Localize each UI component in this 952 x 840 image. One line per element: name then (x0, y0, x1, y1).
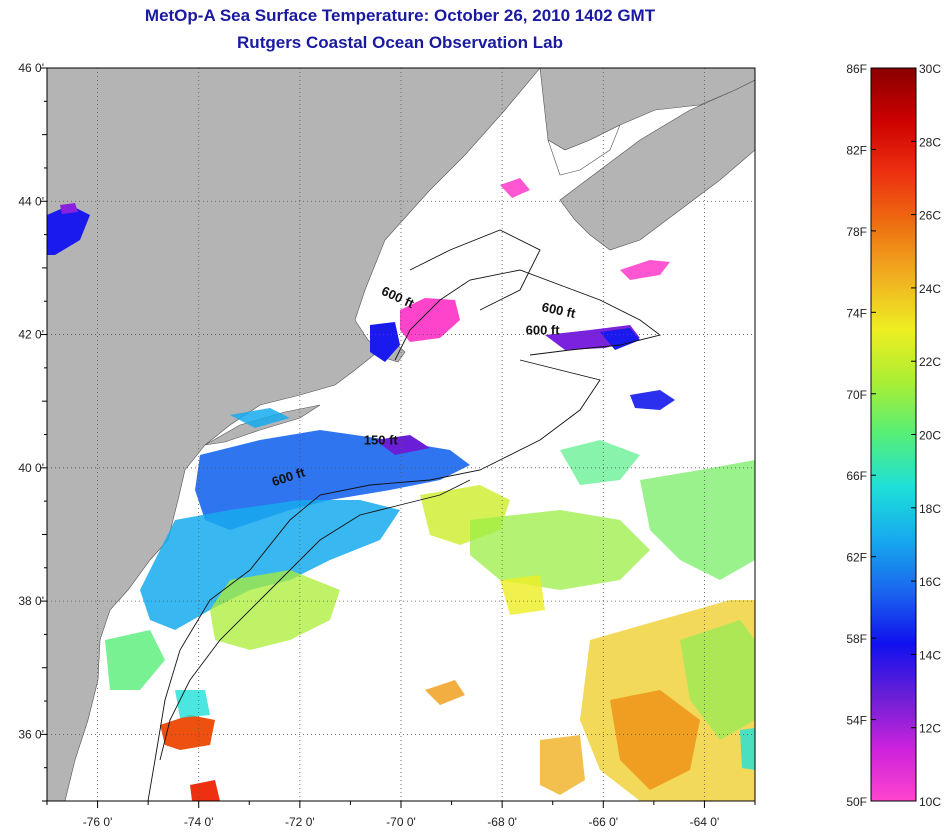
colorbar-label-fahrenheit: 54F (846, 714, 867, 728)
colorbar-label-celsius: 20C (919, 429, 941, 443)
colorbar-label-fahrenheit: 50F (846, 795, 867, 809)
colorbar-label-celsius: 24C (919, 282, 941, 296)
colorbar-label-celsius: 26C (919, 209, 941, 223)
y-axis-tick-label: 36 0' (18, 727, 44, 741)
land-nova-scotia (559, 79, 755, 251)
sst-patch-shelf-cyan (140, 500, 400, 630)
sst-patch-shelf-blue (195, 430, 470, 530)
colorbar-label-celsius: 12C (919, 722, 941, 736)
x-axis-tick-label: -72 0' (285, 815, 315, 829)
sst-patch-se-orange (610, 690, 700, 790)
sst-patch-east-blue (630, 390, 675, 410)
sst-data-layer (47, 178, 755, 801)
colorbar-label-celsius: 10C (919, 795, 941, 809)
land-bay-of-fundy-shore (547, 124, 621, 176)
sst-patch-offshore-4 (560, 440, 640, 485)
sst-patch-lake-purple (60, 203, 78, 214)
sst-patch-gulf-maine-magenta (400, 298, 460, 342)
sst-patch-small-orange (425, 680, 465, 705)
colorbar-label-fahrenheit: 70F (846, 388, 867, 402)
sst-patch-lake-blue (47, 205, 90, 255)
contour-600ft-shelf-break (147, 359, 601, 801)
contour-label: 600 ft (526, 323, 561, 338)
colorbar-label-celsius: 22C (919, 355, 941, 369)
sst-patch-ri-cyan (230, 408, 290, 428)
sst-patch-nc-cyan (105, 630, 165, 690)
contour-gulf-maine (394, 269, 662, 361)
colorbar-label-fahrenheit: 62F (846, 551, 867, 565)
y-axis-tick-label: 38 0' (18, 594, 44, 608)
colorbar-label-celsius: 30C (919, 62, 941, 76)
bathymetry-contours (147, 229, 662, 801)
x-axis-tick-label: -74 0' (184, 815, 214, 829)
map-axes: -76 0' -74 0' -72 0' -70 0' -68 0' -66 0' -64 … (18, 61, 756, 829)
x-axis-tick-label: -70 0' (386, 815, 416, 829)
contour-label: 600 ft (541, 299, 578, 321)
sst-patch-se-green (680, 620, 755, 740)
sst-patch-georges-blue (600, 328, 640, 350)
sst-patch-scotian-magenta (620, 260, 670, 280)
colorbar-label-fahrenheit: 78F (846, 225, 867, 239)
map-title: MetOp-A Sea Surface Temperature: October… (144, 6, 656, 25)
contour-label: 150 ft (364, 432, 399, 447)
land-layer (47, 68, 755, 801)
sst-patch-offshore-2 (470, 510, 650, 590)
contour-150ft (159, 479, 471, 761)
sst-patch-mid-green (210, 570, 340, 650)
sst-patch-cape-blue (370, 322, 400, 362)
colorbar-label-fahrenheit: 66F (846, 469, 867, 483)
sst-patch-offshore-5 (500, 575, 545, 615)
colorbar-label-celsius: 28C (919, 135, 941, 149)
x-axis-tick-label: -76 0' (83, 815, 113, 829)
colorbar-label-fahrenheit: 74F (846, 306, 867, 320)
map-subtitle: Rutgers Coastal Ocean Observation Lab (237, 33, 563, 52)
y-axis-tick-label: 40 0' (18, 461, 44, 475)
y-axis-tick-label: 44 0' (18, 194, 44, 208)
contour-inner-gulf (409, 229, 541, 311)
sst-patch-ny-bight-purple (375, 435, 430, 455)
x-axis-tick-label: -68 0' (487, 815, 517, 829)
colorbar-label-celsius: 16C (919, 575, 941, 589)
colorbar-bar (870, 67, 917, 802)
x-axis-tick-label: -66 0' (588, 815, 618, 829)
colorbar: 30C 28C 26C 24C 22C 20C 18C 16C 14C 12C 10C 86F 82F 7… (846, 62, 941, 809)
sst-patch-offshore-3 (640, 460, 755, 580)
x-axis-tick-label: -64 0' (690, 815, 720, 829)
land-us-mainland (47, 68, 541, 801)
sst-patch-maine-magenta (500, 178, 530, 198)
colorbar-label-fahrenheit: 58F (846, 632, 867, 646)
sst-patch-cyan-south (175, 690, 210, 718)
colorbar-label-celsius: 14C (919, 648, 941, 662)
colorbar-label-fahrenheit: 82F (846, 143, 867, 157)
sst-patch-gulfstream-orange (160, 715, 215, 750)
sst-patch-cyan-south2 (740, 728, 755, 770)
colorbar-labels: 30C 28C 26C 24C 22C 20C 18C 16C 14C 12C 10C 86F 82F 7… (846, 62, 941, 809)
sst-patch-red-south (190, 780, 220, 801)
sst-patch-south-orange (540, 735, 585, 795)
colorbar-label-fahrenheit: 86F (846, 62, 867, 76)
y-axis-tick-label: 46 0' (18, 61, 44, 75)
colorbar-label-celsius: 18C (919, 502, 941, 516)
y-axis-tick-label: 42 0' (18, 328, 44, 342)
